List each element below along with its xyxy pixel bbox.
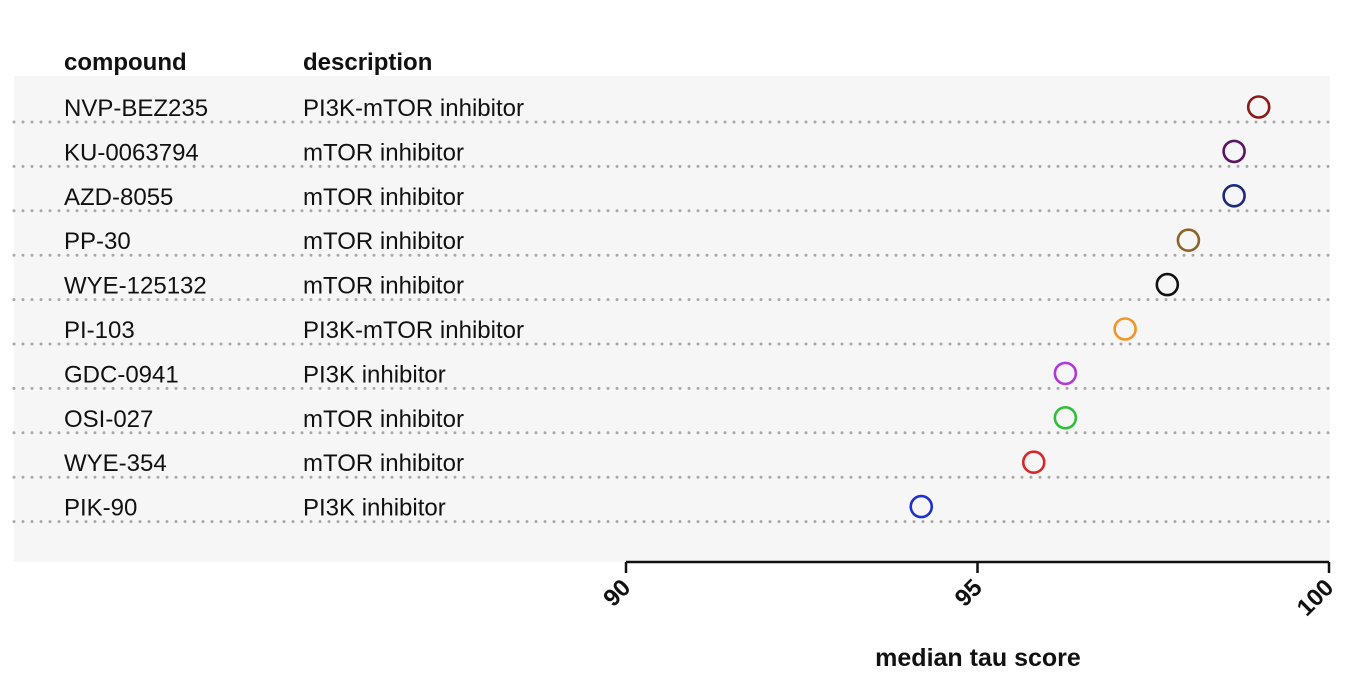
description-label: PI3K-mTOR inhibitor xyxy=(303,317,524,344)
data-point xyxy=(1222,139,1246,164)
x-axis-label: median tau score xyxy=(875,644,1081,672)
data-point xyxy=(1246,95,1271,119)
table-row: PIK-90 PI3K inhibitor xyxy=(12,494,1332,524)
description-label: mTOR inhibitor xyxy=(303,406,464,433)
table-row: AZD-8055 mTOR inhibitor xyxy=(12,184,1332,213)
compound-label: WYE-354 xyxy=(64,450,167,477)
data-point xyxy=(1176,228,1201,252)
rows-layer: NVP-BEZ235 PI3K-mTOR inhibitor KU-0063794 m… xyxy=(12,95,1332,524)
description-column-header: description xyxy=(303,49,432,76)
compound-label: GDC-0941 xyxy=(64,361,179,388)
description-label: mTOR inhibitor xyxy=(303,273,464,300)
description-label: mTOR inhibitor xyxy=(303,184,464,211)
data-point xyxy=(1222,184,1246,208)
data-point xyxy=(1053,361,1078,386)
table-row: WYE-125132 mTOR inhibitor xyxy=(12,272,1332,302)
description-label: PI3K inhibitor xyxy=(303,361,446,388)
description-label: PI3K-mTOR inhibitor xyxy=(303,95,524,122)
description-label: mTOR inhibitor xyxy=(303,450,464,477)
description-label: mTOR inhibitor xyxy=(303,139,464,166)
table-row: NVP-BEZ235 PI3K-mTOR inhibitor xyxy=(12,95,1332,124)
data-point xyxy=(1021,450,1046,475)
compound-label: OSI-027 xyxy=(64,406,153,433)
x-tick-label: 90 xyxy=(598,574,636,612)
data-point xyxy=(1113,317,1137,341)
table-row: PI-103 PI3K-mTOR inhibitor xyxy=(12,317,1332,346)
plot-panel xyxy=(14,76,1330,562)
compound-label: NVP-BEZ235 xyxy=(64,95,208,122)
compound-label: PP-30 xyxy=(64,228,131,255)
compound-label: WYE-125132 xyxy=(64,273,207,300)
description-label: PI3K inhibitor xyxy=(303,495,446,522)
description-label: mTOR inhibitor xyxy=(303,228,464,255)
data-point xyxy=(1155,272,1180,297)
compound-label: PI-103 xyxy=(64,317,135,344)
compound-label: KU-0063794 xyxy=(64,139,199,166)
compound-label: PIK-90 xyxy=(64,495,137,522)
compound-column-header: compound xyxy=(64,49,187,76)
table-row: KU-0063794 mTOR inhibitor xyxy=(12,139,1332,168)
x-tick-label: 95 xyxy=(950,574,988,612)
table-row: GDC-0941 PI3K inhibitor xyxy=(12,361,1332,390)
table-row: WYE-354 mTOR inhibitor xyxy=(12,450,1332,479)
compound-label: AZD-8055 xyxy=(64,184,173,211)
data-point xyxy=(909,494,934,519)
data-point xyxy=(1053,405,1078,430)
table-row: OSI-027 mTOR inhibitor xyxy=(12,405,1332,435)
x-tick-label: 100 xyxy=(1292,574,1339,621)
table-row: PP-30 mTOR inhibitor xyxy=(12,228,1332,257)
x-axis: 90 95 100 xyxy=(598,560,1339,622)
